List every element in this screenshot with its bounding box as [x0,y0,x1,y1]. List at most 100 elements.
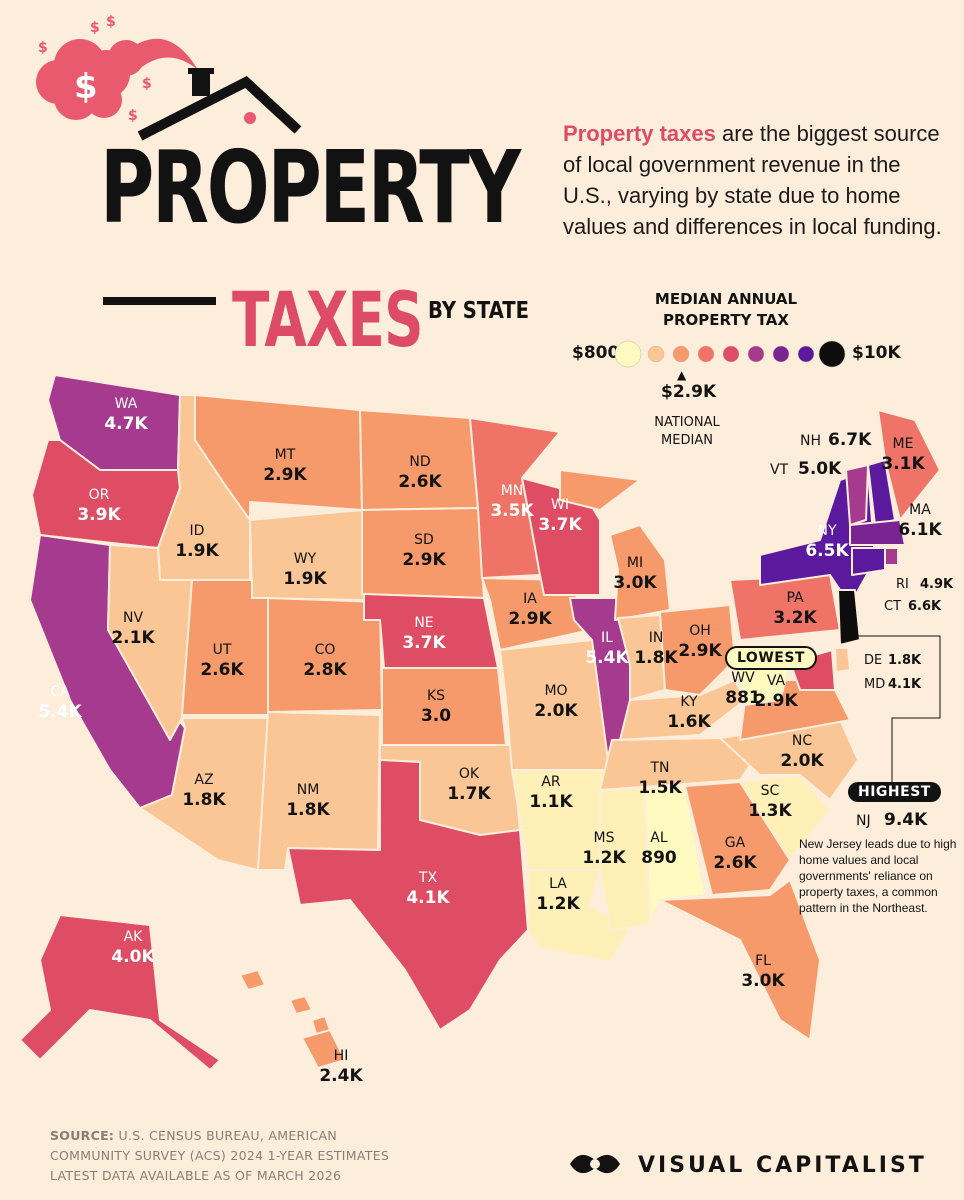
state-code-ks: KS [427,688,445,704]
svg-text:$: $ [128,108,138,124]
subtitle-taxes: TAXES [232,275,424,364]
state-code-id: ID [190,523,205,539]
legend-swatch [722,345,740,363]
source-line2: COMMUNITY SURVEY (ACS) 2024 1-YEAR ESTIM… [50,1148,390,1163]
state-code-nm: NM [297,782,320,798]
state-code-nv: NV [123,610,143,626]
state-value-ri: 4.9K [920,577,954,592]
legend-max-label: $10K [852,343,901,363]
state-code-wy: WY [294,551,317,567]
svg-text:$: $ [90,20,100,36]
state-value-mn: 3.5K [490,501,534,521]
state-value-in: 1.8K [634,648,678,668]
state-hi [239,969,346,1069]
state-oh [659,604,736,696]
state-code-ar: AR [541,774,561,790]
state-value-ut: 2.6K [200,660,244,680]
legend-swatch [772,345,790,363]
state-value-nj: 9.4K [884,810,928,830]
state-code-ca: CA [50,684,70,700]
state-value-tn: 1.5K [638,778,682,798]
state-value-wv: 881 [725,688,761,708]
state-code-ut: UT [213,642,232,658]
state-code-tx: TX [418,870,438,886]
state-code-oh: OH [689,623,711,639]
state-code-wi: WI [551,497,569,513]
state-value-me: 3.1K [881,454,925,474]
state-code-ga: GA [725,835,746,851]
state-ri [884,547,899,566]
legend-min-label: $800 [572,343,620,363]
state-code-vt: VT [770,462,789,478]
state-code-wa: WA [115,396,138,412]
svg-text:$: $ [38,40,48,56]
state-code-me: ME [893,436,914,452]
legend-swatch [697,345,715,363]
state-value-va: 2.9K [754,691,798,711]
state-value-or: 3.9K [77,505,121,525]
state-code-fl: FL [755,953,771,969]
intro-text: Property taxes are the biggest source of… [563,118,943,242]
state-value-sd: 2.9K [402,550,446,570]
legend-swatch [672,345,690,363]
legend-swatches [614,340,846,368]
state-code-mi: MI [627,555,643,571]
state-code-ma: MA [909,502,931,518]
state-value-fl: 3.0K [741,971,785,991]
state-value-hi: 2.4K [319,1066,363,1086]
state-code-pa: PA [786,590,804,606]
title-underline [103,297,216,305]
state-value-ct: 6.6K [908,599,942,614]
nj-note: New Jersey leads due to high home values… [799,837,957,915]
state-code-ri: RI [896,577,909,592]
state-code-mt: MT [275,447,296,463]
state-value-la: 1.2K [536,894,580,914]
state-code-nd: ND [409,454,430,470]
legend-swatch [818,340,846,368]
state-fl [659,879,821,1041]
state-value-ga: 2.6K [713,853,757,873]
state-value-ky: 1.6K [667,712,711,732]
state-ms [599,787,651,931]
state-value-ia: 2.9K [508,609,552,629]
state-code-or: OR [89,487,110,503]
state-la [527,869,631,963]
state-value-il: 5.4K [585,648,629,668]
median-label-line2: MEDIAN [661,433,713,448]
legend-median-value: $2.9K [661,382,717,402]
state-ma [849,519,906,546]
house-logo-icon: $ $$$$$ [36,14,302,141]
source-label: SOURCE: [50,1128,115,1143]
subtitle-by-state: BY STATE [428,298,530,324]
state-nj [837,589,861,646]
state-value-ma: 6.1K [898,520,942,540]
state-code-md: MD [864,677,885,692]
state-code-ct: CT [884,599,901,614]
state-ga [684,781,791,896]
legend-title-line1: MEDIAN ANNUAL [654,290,798,308]
state-value-nm: 1.8K [286,800,330,820]
state-code-mn: MN [501,483,524,499]
state-code-nj: NJ [856,813,871,829]
svg-text:$: $ [74,67,98,107]
state-code-la: LA [549,876,567,892]
state-code-ak: AK [124,929,144,945]
state-value-md: 4.1K [888,677,922,692]
state-value-ar: 1.1K [529,792,573,812]
state-code-ia: IA [523,591,537,607]
state-code-co: CO [315,642,336,658]
visual-capitalist-logo-icon [570,1154,620,1174]
median-label-line1: NATIONAL [654,415,720,430]
state-code-nc: NC [792,733,812,749]
svg-text:$: $ [106,14,116,30]
state-value-id: 1.9K [175,541,219,561]
state-code-de: DE [864,653,882,668]
state-code-ny: NY [817,523,836,539]
state-value-az: 1.8K [182,790,226,810]
state-value-co: 2.8K [303,660,347,680]
state-value-ny: 6.5K [805,541,849,561]
state-value-tx: 4.1K [406,888,450,908]
state-vt [845,464,869,526]
state-value-nh: 6.7K [828,430,872,450]
